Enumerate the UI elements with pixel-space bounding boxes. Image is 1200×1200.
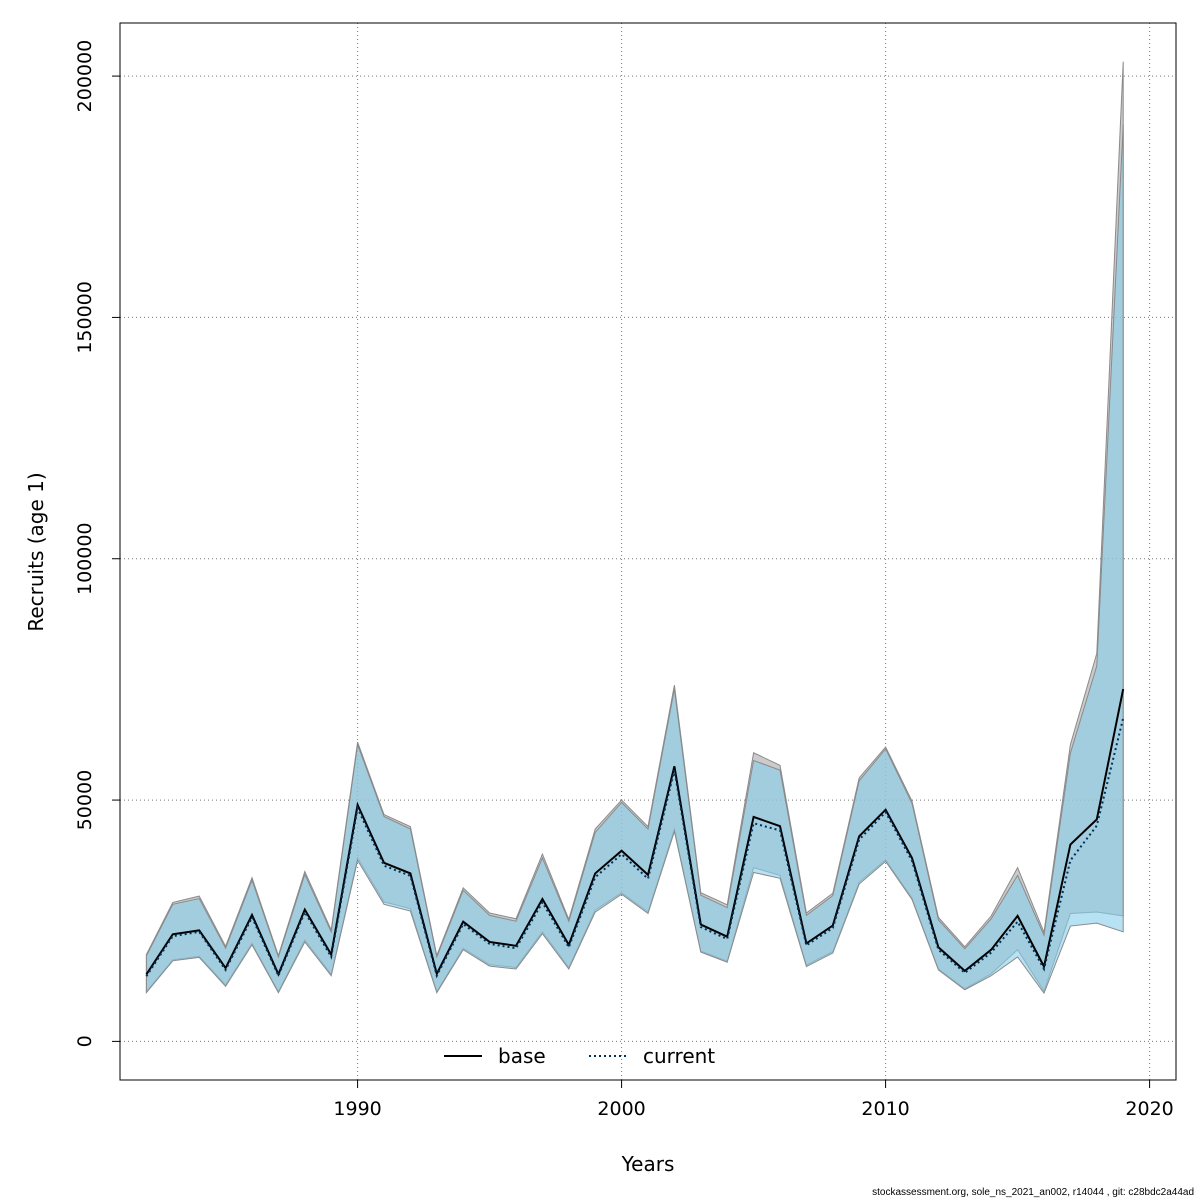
x-axis-title: Years: [621, 1152, 675, 1176]
line-current: [145, 717, 1125, 979]
y-tick-label-100000: 100000: [74, 522, 96, 595]
x-tick-label-2010: 2010: [861, 1098, 909, 1120]
y-tick-label-0: 0: [74, 1035, 96, 1047]
y-tick-label-200000: 200000: [74, 40, 96, 113]
x-tick-label-2020: 2020: [1125, 1098, 1173, 1120]
legend: base current: [444, 1044, 715, 1068]
footer-source: stockassessment.org, sole_ns_2021_an002,…: [872, 1187, 1194, 1198]
series-lines: [145, 688, 1125, 979]
legend-label-current: current: [643, 1044, 715, 1068]
y-axis-title: Recruits (age 1): [24, 472, 48, 631]
y-tick-label-150000: 150000: [74, 281, 96, 354]
confidence-bands: [145, 61, 1124, 995]
x-tick-label-2000: 2000: [597, 1098, 645, 1120]
axes: 1990 2000 2010 2020 0 50000 100000 150000 200000: [74, 40, 1174, 1120]
legend-label-base: base: [498, 1044, 546, 1068]
grid-lines: [120, 23, 1176, 1080]
band-current: [145, 124, 1124, 995]
x-tick-label-1990: 1990: [333, 1098, 381, 1120]
line-base: [145, 688, 1125, 977]
y-tick-label-50000: 50000: [74, 770, 96, 830]
